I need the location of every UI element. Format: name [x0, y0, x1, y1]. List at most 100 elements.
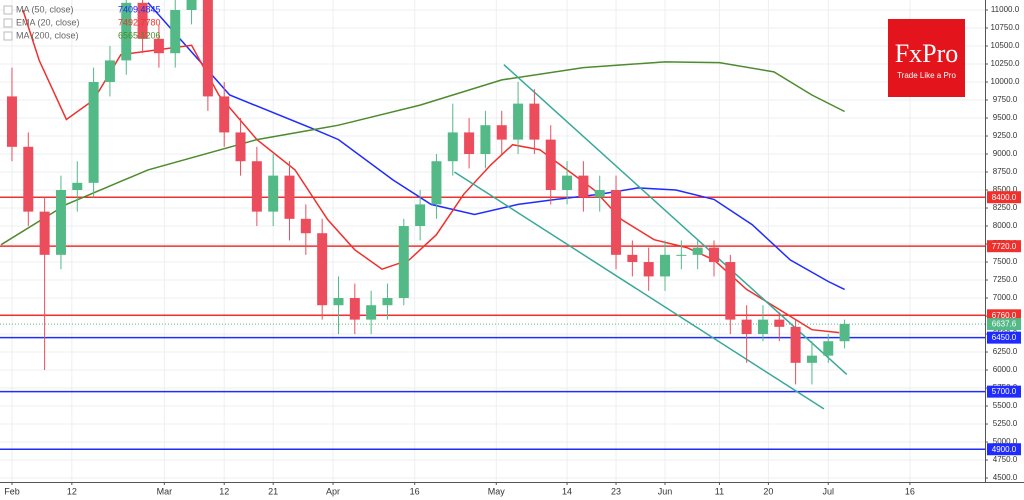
level-label: 6450.0 — [992, 333, 1017, 342]
x-tick-label: 12 — [219, 486, 229, 496]
candle-body — [692, 247, 703, 255]
x-tick-label: May — [488, 486, 506, 496]
candle-body — [349, 298, 360, 320]
y-tick-label: 11000.0 — [991, 5, 1020, 14]
ma-line — [147, 2, 845, 291]
brand-name: FxPro — [894, 39, 959, 68]
candle-body — [725, 262, 736, 320]
x-tick-label: 11 — [715, 486, 724, 496]
candle-body — [529, 103, 540, 140]
x-tick-label: Jun — [658, 486, 673, 496]
candle-body — [333, 298, 344, 306]
candle-body — [235, 132, 246, 162]
legend-name: MA (200, close) — [16, 30, 79, 40]
candle-body — [545, 139, 556, 191]
candle-body — [578, 175, 589, 198]
y-tick-label: 8250.0 — [993, 203, 1018, 212]
legend-name: EMA (20, close) — [16, 17, 80, 27]
y-tick-label: 8750.0 — [993, 167, 1018, 176]
candle-body — [431, 161, 442, 205]
level-label-box — [987, 443, 1021, 456]
candle-body — [39, 211, 50, 255]
candle-body — [121, 2, 132, 61]
candle-body — [643, 262, 654, 277]
x-tick-label: Apr — [326, 486, 340, 496]
candle-body — [88, 82, 99, 183]
candle-body — [562, 175, 573, 191]
candle-body — [806, 355, 817, 363]
candle-body — [284, 175, 295, 219]
y-tick-label: 8000.0 — [993, 221, 1018, 230]
level-label: 4900.0 — [992, 445, 1017, 454]
candle-body — [186, 0, 197, 11]
x-tick-label: Feb — [4, 486, 20, 496]
candle-body — [219, 96, 230, 133]
candle-body — [757, 319, 768, 335]
level-label-box — [987, 191, 1021, 204]
grid — [0, 0, 985, 482]
y-tick-label: 5500.0 — [993, 401, 1018, 410]
legend-value: 6565.1206 — [118, 30, 161, 40]
x-tick-label: 16 — [905, 486, 915, 496]
candle-body — [741, 319, 752, 335]
candle-body — [611, 190, 622, 255]
x-tick-label: 12 — [67, 486, 77, 496]
legend-value: 7409.4845 — [118, 4, 161, 14]
y-tick-label: 10750.0 — [991, 23, 1020, 32]
x-tick-label: 20 — [763, 486, 773, 496]
y-tick-label: 4750.0 — [993, 455, 1018, 464]
trendline — [453, 171, 825, 410]
candle-body — [660, 254, 671, 277]
candle-body — [366, 305, 377, 320]
y-tick-label: 9000.0 — [993, 149, 1018, 158]
y-tick-label: 9250.0 — [993, 131, 1018, 140]
legend-swatch — [3, 31, 13, 41]
candle-body — [676, 254, 687, 256]
candle-body — [153, 38, 164, 54]
candle-body — [823, 341, 834, 356]
candle-body — [251, 161, 262, 212]
candle-body — [268, 175, 279, 212]
level-label-box — [987, 240, 1021, 253]
y-tick-label: 9500.0 — [993, 113, 1018, 122]
candle-body — [104, 60, 115, 83]
last-price-label: 6637.6 — [992, 320, 1017, 329]
candle-body — [72, 182, 83, 191]
x-tick-label: 23 — [611, 486, 621, 496]
candle-body — [790, 326, 801, 363]
candle-body — [398, 226, 409, 299]
y-tick-label: 5000.0 — [993, 437, 1018, 446]
candle-body — [317, 233, 328, 306]
candle-body — [464, 132, 475, 155]
candle-body — [55, 190, 66, 255]
x-tick-label: 16 — [410, 486, 420, 496]
candle-body — [496, 125, 507, 140]
axes: 11000.0 10750.0 10500.0 10250.0 10000.0 9750.… — [4, 5, 1021, 496]
legend-value: 7492.7780 — [118, 17, 161, 27]
y-tick-label: 6250.0 — [993, 347, 1018, 356]
candle-body — [137, 2, 148, 39]
level-label-box — [987, 385, 1021, 398]
candle-body — [202, 0, 213, 97]
candle-body — [594, 190, 605, 198]
candle-body — [170, 10, 181, 54]
legend-swatch — [3, 5, 13, 15]
brand-logo: FxPro Trade Like a Pro — [888, 19, 965, 97]
ma-line — [0, 61, 845, 246]
x-tick-label: Mar — [157, 486, 173, 496]
level-label: 6760.0 — [992, 311, 1017, 320]
candle-body — [774, 319, 785, 327]
y-tick-label: 9750.0 — [993, 95, 1018, 104]
candle-body — [708, 247, 719, 263]
x-tick-label: Jul — [823, 486, 835, 496]
level-label: 8400.0 — [992, 193, 1017, 202]
y-tick-label: 7000.0 — [993, 293, 1018, 302]
candle-body — [23, 146, 34, 212]
candle-body — [447, 132, 458, 162]
candle-body — [415, 204, 426, 227]
plot-area — [0, 0, 985, 450]
last-price-box — [987, 318, 1021, 331]
